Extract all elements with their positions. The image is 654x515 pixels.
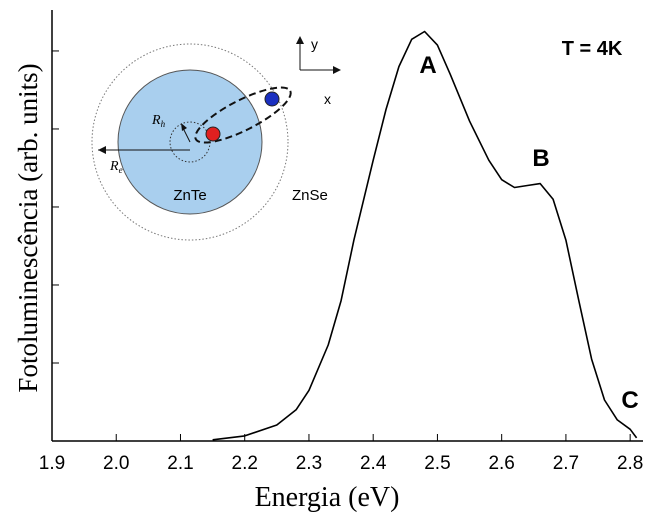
x-axis-title: Energia (eV) — [255, 482, 400, 513]
x-tick-label: 2.1 — [167, 453, 193, 474]
inset-x-label: x — [324, 91, 331, 107]
re-label: Re — [109, 159, 123, 175]
exciton-orbit — [194, 86, 292, 144]
x-tick-label: 2.7 — [553, 453, 579, 474]
x-tick-label: 2.0 — [103, 453, 129, 474]
x-tick-label: 2.4 — [360, 453, 387, 474]
electron — [264, 91, 280, 107]
x-tick-label: 2.3 — [296, 453, 322, 474]
core-label: ZnTe — [173, 187, 206, 204]
spectrum-line — [212, 30, 638, 441]
re-subscript: e — [119, 165, 123, 175]
rh-symbol: R — [151, 113, 161, 128]
shell-label: ZnSe — [292, 187, 328, 204]
arrow-head — [296, 36, 304, 44]
peak-label: B — [532, 145, 549, 172]
re-symbol: R — [109, 159, 119, 174]
peak-label: C — [621, 387, 638, 414]
hole — [205, 126, 221, 142]
y-axis-title: Fotoluminescência (arb. units) — [13, 63, 43, 392]
temperature-label: T = 4K — [562, 38, 623, 60]
arrow-head — [333, 66, 341, 74]
rh-label: Rh — [151, 113, 166, 129]
rh-subscript: h — [161, 119, 166, 129]
x-tick-label: 2.8 — [617, 453, 643, 474]
x-tick-label: 2.5 — [424, 453, 450, 474]
shell-boundary — [91, 43, 289, 241]
inset-y-label: y — [311, 36, 318, 52]
x-tick-label: 2.2 — [232, 453, 258, 474]
x-tick-label: 2.6 — [488, 453, 514, 474]
inset: y x ZnTe ZnSe Rh Re — [91, 36, 341, 241]
x-tick-label: 1.9 — [39, 453, 65, 474]
arrow-head — [98, 146, 106, 154]
arrow-head — [181, 123, 187, 131]
peak-label: A — [419, 52, 436, 79]
